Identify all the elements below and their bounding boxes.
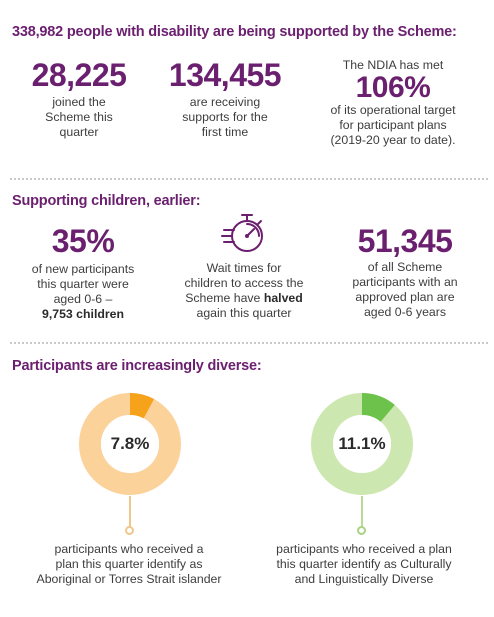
pin-line: [129, 496, 131, 527]
donut-aboriginal-label: 7.8%: [110, 434, 150, 453]
donut-segment: [79, 393, 181, 495]
section-heading-diverse: Participants are increasingly diverse:: [12, 358, 262, 374]
stat-ndia-desc: of its operational target for participan…: [330, 103, 456, 147]
divider: [10, 178, 488, 180]
donut-aboriginal: 7.8%: [78, 392, 182, 496]
section-heading-children: Supporting children, earlier:: [12, 193, 201, 209]
pin-dot: [125, 526, 134, 535]
stat-wait-times-bold: halved: [263, 291, 303, 305]
donut-cald-chart: [311, 393, 413, 495]
donut-cald: 11.1%: [310, 392, 414, 496]
donut-hole: [333, 415, 391, 473]
stat-new-participants-value: 35%: [51, 223, 115, 259]
summary-text: people with disability are being support…: [63, 24, 457, 40]
donut-hole: [101, 415, 159, 473]
stat-first-time-desc: are receiving supports for the first tim…: [182, 95, 268, 139]
summary-heading: 338,982 people with disability are being…: [12, 24, 457, 40]
pin-line: [361, 496, 363, 527]
stat-wait-times-text1: Wait times for children to access the Sc…: [184, 261, 304, 305]
stat-ndia-target: The NDIA has met 106% of its operational…: [302, 58, 484, 148]
donut-segment: [311, 393, 413, 495]
stat-ndia-value: 106%: [355, 71, 431, 104]
stat-wait-times: Wait times for children to access the Sc…: [166, 212, 322, 321]
stat-joined-desc: joined the Scheme this quarter: [45, 95, 113, 139]
divider: [10, 342, 488, 344]
stat-joined: 28,225 joined the Scheme this quarter: [14, 58, 144, 140]
pin-dot: [357, 526, 366, 535]
stat-all-participants: 51,345 of all Scheme participants with a…: [328, 224, 482, 320]
stat-wait-times-desc: Wait times for children to access the Sc…: [166, 261, 322, 321]
stat-all-participants-desc: of all Scheme participants with an appro…: [352, 260, 458, 319]
caption-cald: participants who received a plan this qu…: [276, 542, 452, 586]
caption-aboriginal: participants who received a plan this qu…: [36, 542, 222, 586]
stat-new-participants-text: of new participants this quarter were ag…: [31, 262, 135, 306]
donut-aboriginal-chart: [79, 393, 181, 495]
stat-all-participants-value: 51,345: [357, 223, 453, 259]
stat-new-participants-bold: 9,753 children: [41, 307, 125, 321]
stat-new-participants-desc: of new participants this quarter were ag…: [8, 262, 158, 322]
stat-ndia-lead: The NDIA has met: [342, 58, 444, 72]
stat-wait-times-text2: again this quarter: [196, 306, 292, 320]
donut-cald-label: 11.1%: [338, 434, 386, 453]
stat-first-time-value: 134,455: [168, 57, 282, 93]
stat-first-time: 134,455 are receiving supports for the f…: [150, 58, 300, 140]
summary-count: 338,982: [12, 24, 64, 40]
stat-joined-value: 28,225: [31, 57, 127, 93]
stat-new-participants: 35% of new participants this quarter wer…: [8, 224, 158, 322]
stopwatch-icon: [221, 214, 263, 252]
